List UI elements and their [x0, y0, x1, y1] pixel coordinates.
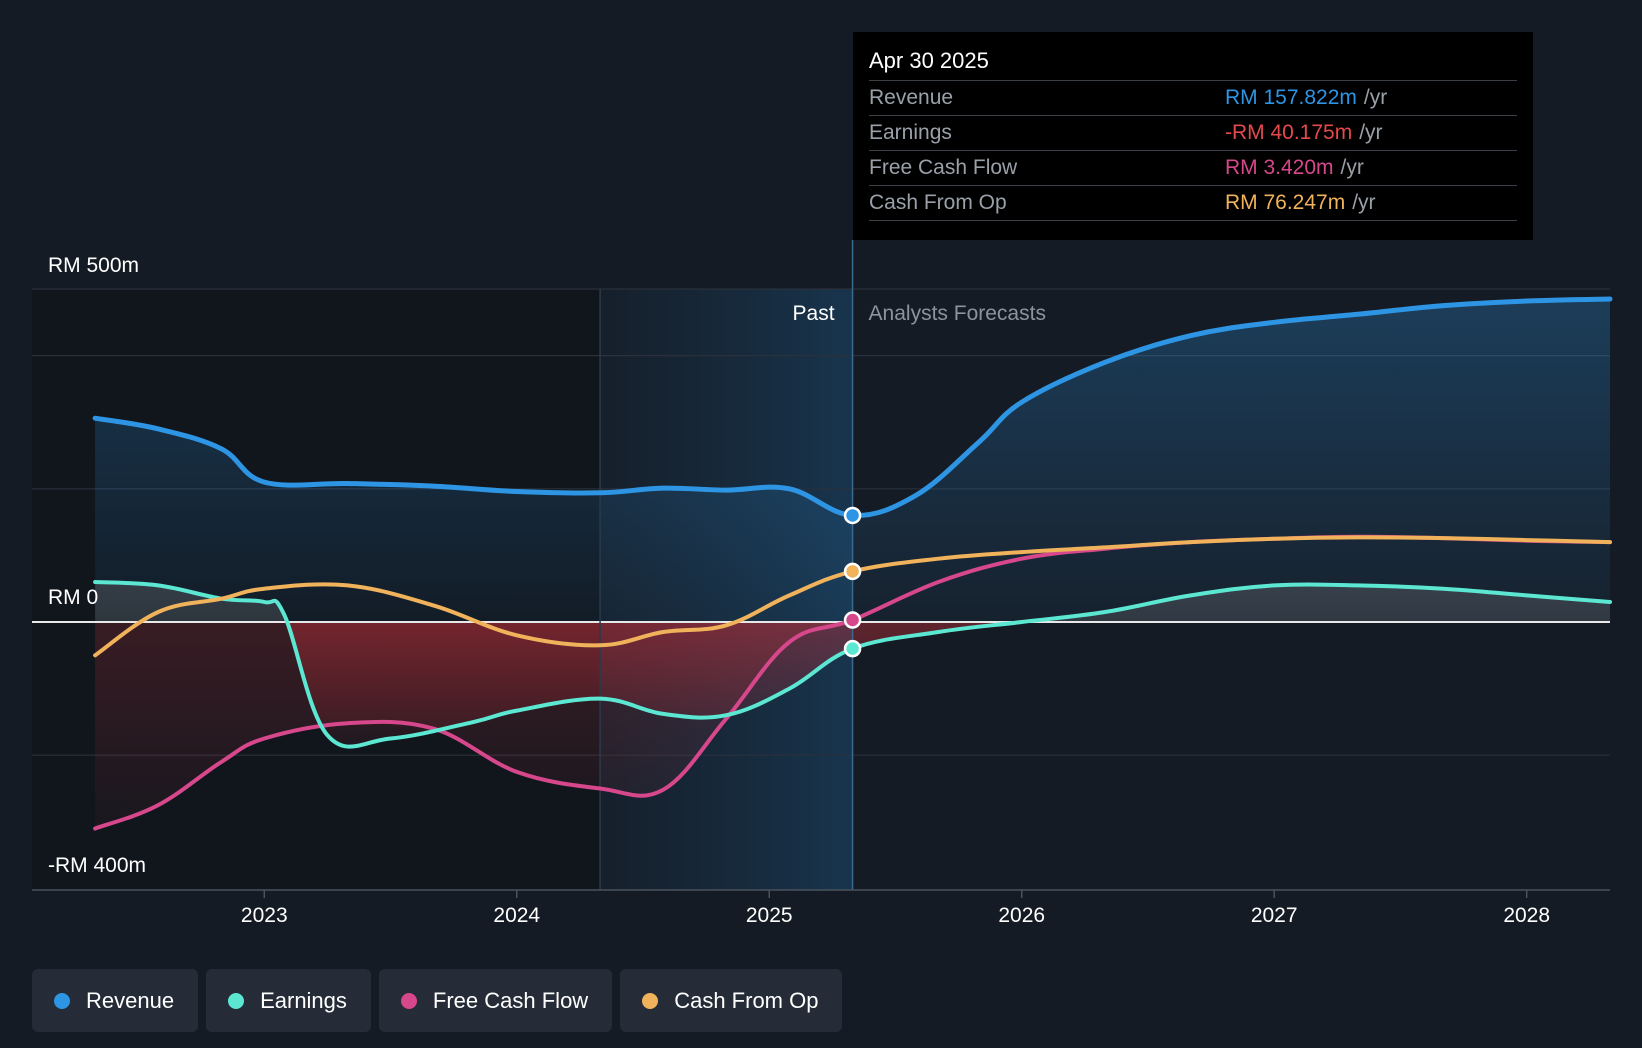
tooltip-row-cash-from-op: Cash From Op RM 76.247m/yr	[869, 186, 1517, 221]
series-line-earnings	[93, 580, 1612, 749]
legend-dot-icon	[400, 992, 417, 1009]
legend-label: Revenue	[86, 987, 175, 1013]
tooltip-row-free-cash-flow: Free Cash Flow RM 3.420m/yr	[869, 151, 1517, 186]
x-tick-label: 2027	[1251, 904, 1298, 927]
legend: Revenue Earnings Free Cash Flow Cash From O…	[32, 969, 843, 1032]
legend-label: Cash From Op	[674, 987, 819, 1013]
x-tick-label: 2023	[241, 904, 288, 927]
tooltip-value: RM 157.822m	[1225, 86, 1357, 109]
past-label: Past	[793, 302, 835, 325]
tooltip-unit: /yr	[1340, 156, 1364, 179]
tooltip: Apr 30 2025 Revenue RM 157.822m/yr Earning…	[853, 32, 1533, 240]
series-line-revenue	[92, 296, 1613, 518]
y-axis-label: RM 500m	[48, 254, 139, 277]
legend-label: Free Cash Flow	[432, 987, 589, 1013]
earnings-area	[95, 582, 1610, 829]
tooltip-value: RM 76.247m	[1225, 191, 1346, 214]
legend-item-revenue[interactable]: Revenue	[32, 969, 199, 1032]
tooltip-unit: /yr	[1359, 121, 1383, 144]
earnings-area-negative	[95, 622, 1610, 747]
series-line-cash-from-op	[93, 535, 1612, 658]
tooltip-label: Free Cash Flow	[869, 156, 1018, 179]
marker-cash-from-op[interactable]	[843, 562, 862, 581]
y-axis-labels: RM 500m RM 0 -RM 400m	[48, 254, 146, 877]
legend-item-earnings[interactable]: Earnings	[206, 969, 371, 1032]
tooltip-row-revenue: Revenue RM 157.822m/yr	[869, 81, 1517, 116]
tooltip-label: Revenue	[869, 86, 954, 109]
tooltip-rows: Revenue RM 157.822m/yr Earnings -RM 40.175m…	[869, 81, 1517, 221]
legend-item-free-cash-flow[interactable]: Free Cash Flow	[378, 969, 613, 1032]
earnings-area-positive	[95, 582, 1610, 622]
x-tick-label: 2024	[493, 904, 540, 927]
tooltip-value: RM 3.420m	[1225, 156, 1334, 179]
tooltip-date: Apr 30 2025	[869, 46, 1517, 81]
marker-earnings[interactable]	[843, 639, 862, 658]
tooltip-unit: /yr	[1363, 86, 1388, 109]
legend-dot-icon	[642, 992, 659, 1009]
x-tick-label: 2026	[998, 904, 1045, 927]
series-markers	[843, 506, 862, 658]
marker-free-cash-flow[interactable]	[843, 611, 862, 629]
x-tick-label: 2028	[1503, 904, 1550, 927]
x-tick-label: 2025	[746, 904, 793, 927]
tooltip-label: Cash From Op	[869, 191, 1007, 214]
legend-item-cash-from-op[interactable]: Cash From Op	[620, 969, 843, 1032]
forecast-label: Analysts Forecasts	[869, 302, 1046, 325]
tooltip-value: -RM 40.175m	[1225, 121, 1353, 144]
tooltip-unit: /yr	[1352, 191, 1376, 214]
legend-dot-icon	[54, 992, 70, 1009]
tooltip-label: Earnings	[869, 121, 952, 144]
legend-dot-icon	[228, 992, 245, 1009]
tooltip-row-earnings: Earnings -RM 40.175m/yr	[869, 116, 1517, 151]
marker-revenue[interactable]	[843, 506, 862, 525]
series-lines	[92, 296, 1613, 831]
x-axis-ticks: 2023 2024 2025 2026 2027 2028	[241, 890, 1550, 927]
y-axis-label: RM 0	[48, 586, 98, 609]
y-axis-label: -RM 400m	[48, 854, 146, 877]
legend-label: Earnings	[260, 987, 347, 1013]
